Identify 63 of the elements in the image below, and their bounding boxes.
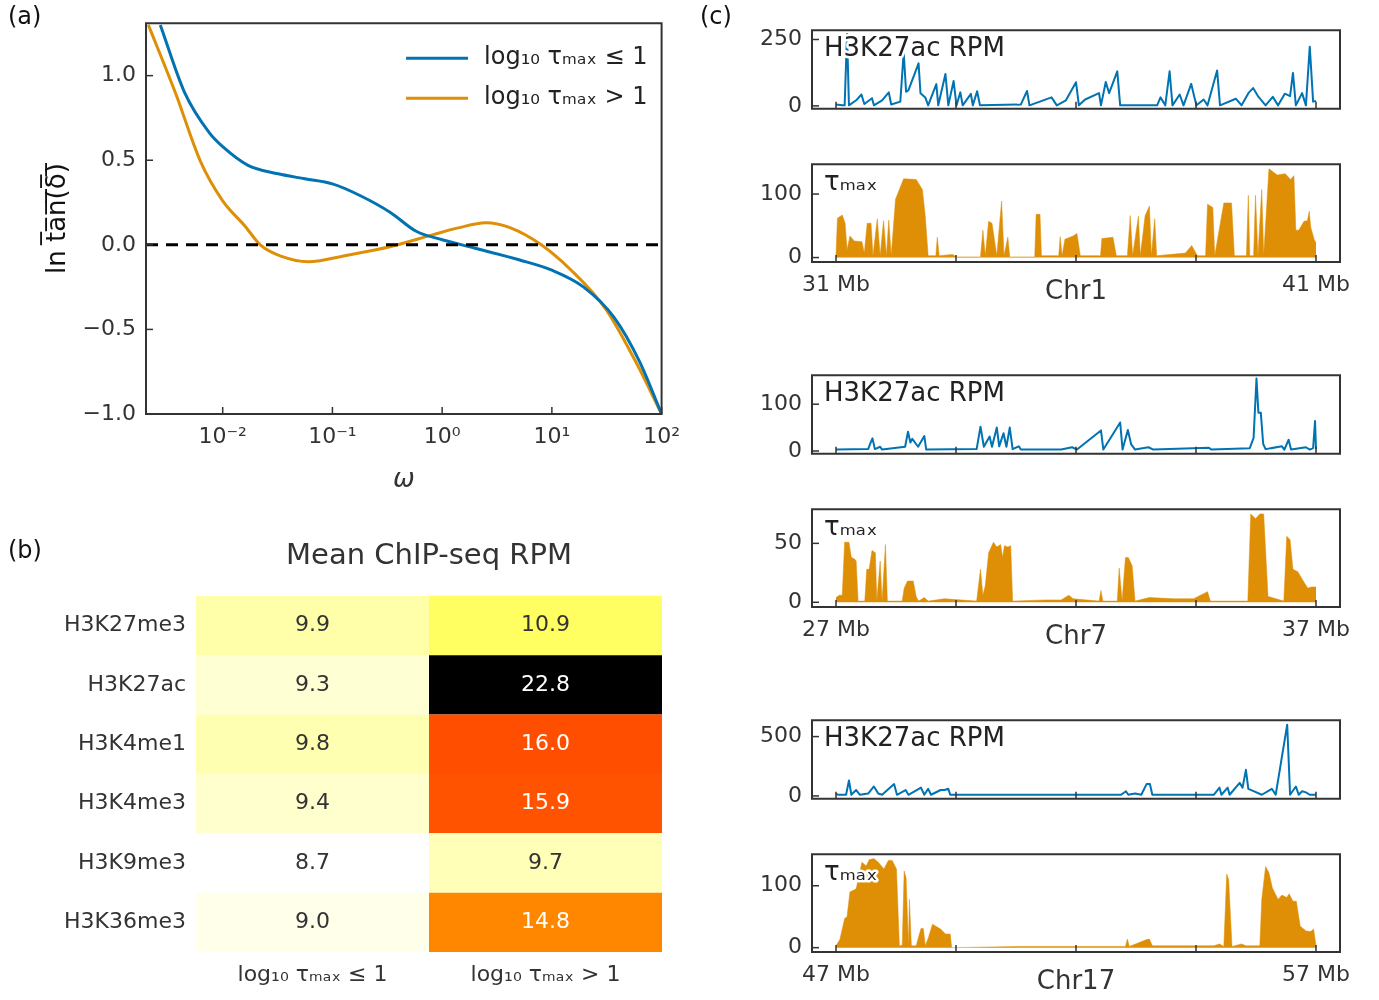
series-label: H3K27ac RPM	[824, 376, 1005, 407]
data-label: 9.4	[295, 789, 330, 815]
y-tick-label: 0	[788, 243, 802, 269]
chart-title: Mean ChIP-seq RPM	[286, 536, 572, 571]
y-tick-label: 50	[774, 529, 802, 555]
y-tick-label: 0.5	[101, 145, 136, 171]
data-label: 8.7	[295, 848, 330, 874]
y-tick-label: H3K4me1	[78, 729, 186, 755]
x-tick-label: 47 Mb	[802, 960, 870, 986]
data-label: 14.8	[521, 908, 570, 934]
y-tick-label: 100	[760, 389, 802, 415]
x-tick-label: 31 Mb	[802, 270, 870, 296]
y-tick-label: 0	[788, 933, 802, 959]
x-tick-label: 10⁻¹	[308, 422, 357, 448]
x-axis-title: Chr17	[1036, 964, 1116, 995]
y-tick-label: 250	[760, 25, 802, 51]
x-tick-label: 10⁰	[423, 422, 461, 448]
x-axis-title: ω	[392, 462, 415, 493]
y-tick-label: 0	[788, 588, 802, 614]
y-tick-label: 0	[788, 91, 802, 117]
data-label: 9.7	[528, 848, 563, 874]
y-tick-label: H3K27me3	[64, 611, 186, 637]
data-label: 9.3	[295, 670, 330, 696]
x-tick-label: log₁₀ τₘₐₓ > 1	[470, 960, 621, 986]
x-tick-label: 57 Mb	[1282, 960, 1350, 986]
x-tick-label: 10⁻²	[198, 422, 247, 448]
x-tick-label: 10²	[643, 422, 681, 448]
y-tick-label: 1.0	[101, 61, 136, 87]
y-tick-label: −0.5	[82, 315, 136, 341]
data-label: 22.8	[521, 670, 570, 696]
series-label: H3K27ac RPM	[824, 721, 1005, 752]
y-tick-label: −1.0	[82, 399, 136, 425]
y-tick-label: 500	[760, 722, 802, 748]
data-label: 9.0	[295, 908, 330, 934]
legend-label: log₁₀ τₘₐₓ > 1	[484, 82, 648, 111]
text: (c)	[700, 2, 732, 30]
y-tick-label: 0.0	[101, 230, 136, 256]
x-tick-label: 37 Mb	[1282, 615, 1350, 641]
data-label: 10.9	[521, 611, 570, 637]
legend-label: log₁₀ τₘₐₓ ≤ 1	[484, 42, 648, 71]
y-tick-label: 0	[788, 781, 802, 807]
x-axis-title: Chr1	[1045, 274, 1107, 305]
text: (b)	[8, 536, 42, 564]
x-tick-label: 10¹	[533, 422, 571, 448]
series-label: τₘₐₓ	[824, 165, 878, 196]
data-label: 9.9	[295, 611, 330, 637]
y-tick-label: H3K9me3	[78, 848, 186, 874]
text: (a)	[8, 2, 42, 30]
y-axis-title: ln t̅a̅n̅(̅δ̅)̅	[40, 162, 71, 274]
data-label: 9.8	[295, 729, 330, 755]
data-label: 15.9	[521, 789, 570, 815]
y-tick-label: H3K36me3	[64, 908, 186, 934]
series-label: τₘₐₓ	[824, 510, 878, 541]
x-tick-label: 27 Mb	[802, 615, 870, 641]
data-label: 16.0	[521, 729, 570, 755]
x-axis-title: Chr7	[1045, 619, 1107, 650]
x-tick-label: 41 Mb	[1282, 270, 1350, 296]
y-tick-label: H3K4me3	[78, 789, 186, 815]
y-tick-label: 0	[788, 436, 802, 462]
y-tick-label: H3K27ac	[87, 670, 186, 696]
y-tick-label: 100	[760, 179, 802, 205]
x-tick-label: log₁₀ τₘₐₓ ≤ 1	[237, 960, 388, 986]
y-tick-label: 100	[760, 871, 802, 897]
